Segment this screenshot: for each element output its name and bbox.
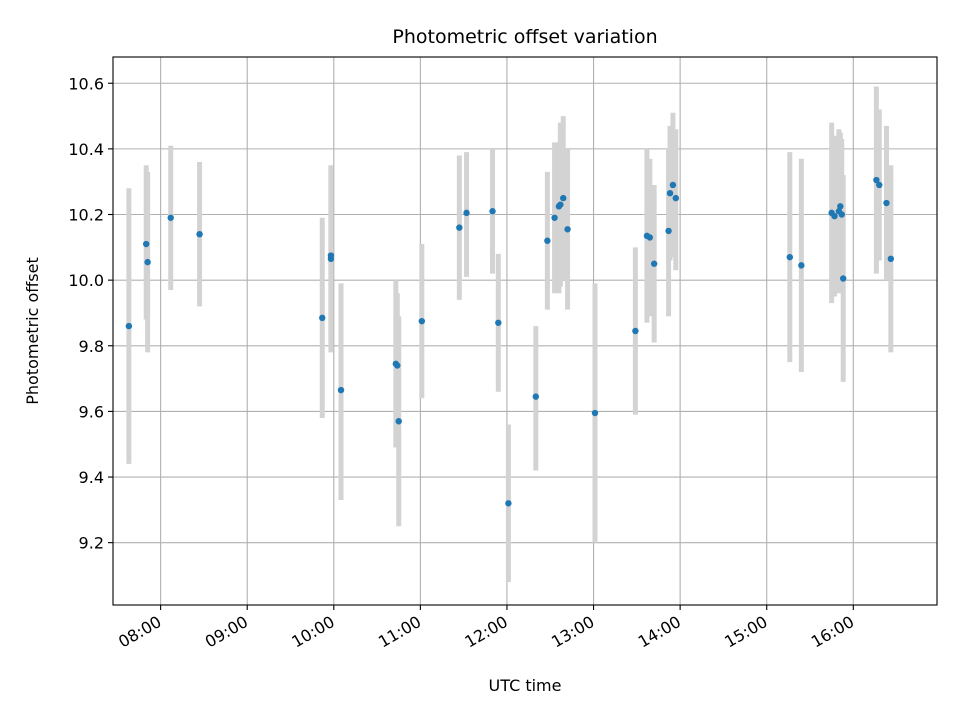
data-point	[328, 252, 334, 258]
data-point	[338, 387, 344, 393]
data-point	[396, 418, 402, 424]
data-point	[557, 201, 563, 207]
data-point	[560, 195, 566, 201]
y-tick-label: 10.0	[68, 271, 104, 290]
data-point	[840, 275, 846, 281]
data-point	[837, 203, 843, 209]
data-point	[831, 213, 837, 219]
data-point	[143, 241, 149, 247]
y-tick-label: 9.8	[79, 337, 104, 356]
data-point	[632, 328, 638, 334]
data-point	[665, 228, 671, 234]
data-point	[670, 182, 676, 188]
data-point	[551, 215, 557, 221]
data-point	[196, 231, 202, 237]
data-point	[839, 211, 845, 217]
data-point	[319, 315, 325, 321]
y-tick-label: 9.2	[79, 534, 104, 553]
data-point	[667, 190, 673, 196]
data-point	[673, 195, 679, 201]
x-axis-label: UTC time	[489, 676, 562, 695]
data-point	[888, 256, 894, 262]
y-tick-label: 9.4	[79, 468, 104, 487]
data-point	[489, 208, 495, 214]
data-point	[798, 262, 804, 268]
y-axis-label: Photometric offset	[23, 257, 42, 405]
data-point	[647, 234, 653, 240]
y-tick-label: 10.4	[68, 140, 104, 159]
data-point	[419, 318, 425, 324]
data-point	[564, 226, 570, 232]
data-point	[883, 200, 889, 206]
data-point	[533, 393, 539, 399]
data-point	[876, 182, 882, 188]
chart-title: Photometric offset variation	[392, 26, 657, 48]
data-point	[456, 224, 462, 230]
data-point	[651, 261, 657, 267]
y-tick-label: 10.6	[68, 74, 104, 93]
data-point	[168, 215, 174, 221]
data-point	[787, 254, 793, 260]
y-tick-label: 9.6	[79, 402, 104, 421]
data-point	[394, 362, 400, 368]
data-point	[505, 500, 511, 506]
data-point	[126, 323, 132, 329]
data-point	[144, 259, 150, 265]
data-point	[495, 320, 501, 326]
data-point	[463, 210, 469, 216]
data-point	[544, 238, 550, 244]
data-point	[592, 410, 598, 416]
y-tick-label: 10.2	[68, 206, 104, 225]
